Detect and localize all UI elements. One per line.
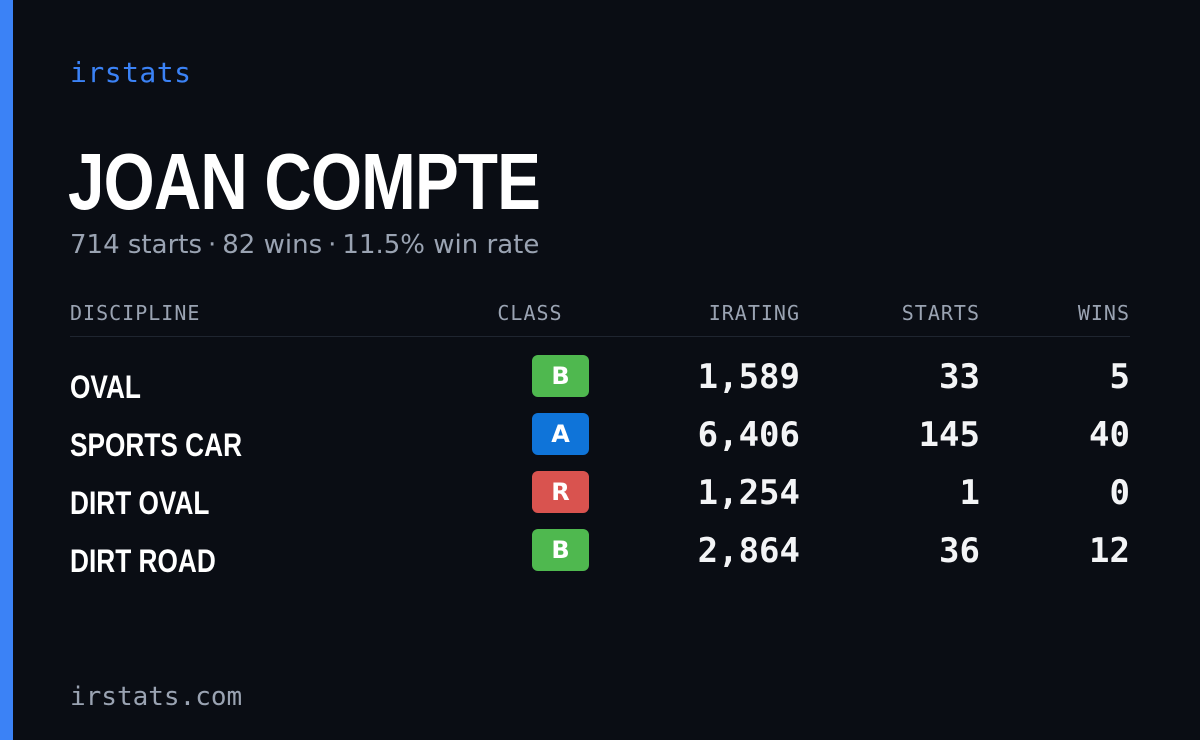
accent-bar <box>0 0 13 740</box>
discipline-name: OVAL <box>70 369 141 405</box>
wins-value: 40 <box>1089 415 1130 455</box>
starts-value: 1 <box>959 473 980 513</box>
table-row: DIRT OVAL R 1,254 1 0 <box>70 469 1130 527</box>
irating-value: 2,864 <box>697 531 800 571</box>
summary-separator: · <box>208 230 217 260</box>
discipline-name: SPORTS CAR <box>70 427 243 463</box>
table-row: OVAL B 1,589 33 5 <box>70 353 1130 411</box>
irating-value: 1,589 <box>697 357 800 397</box>
summary-wins: 82 wins <box>222 230 323 260</box>
summary-win-rate: 11.5% win rate <box>342 230 540 260</box>
table-row: SPORTS CAR A 6,406 145 40 <box>70 411 1130 469</box>
discipline-name: DIRT OVAL <box>70 485 210 521</box>
starts-value: 36 <box>939 531 980 571</box>
starts-value: 145 <box>918 415 980 455</box>
irating-value: 6,406 <box>697 415 800 455</box>
summary-starts: 714 starts <box>70 230 202 260</box>
class-badge: B <box>532 529 589 571</box>
class-badge: A <box>532 413 589 455</box>
driver-name: JOAN COMPTE <box>68 137 541 226</box>
wins-value: 0 <box>1109 473 1130 513</box>
header-discipline: DISCIPLINE <box>70 301 201 325</box>
discipline-table: DISCIPLINE CLASS IRATING STARTS WINS OVA… <box>70 296 1130 585</box>
discipline-name: DIRT ROAD <box>70 543 216 579</box>
class-badge: R <box>532 471 589 513</box>
footer-url: irstats.com <box>70 682 243 712</box>
class-badge: B <box>532 355 589 397</box>
starts-value: 33 <box>939 357 980 397</box>
table-row: DIRT ROAD B 2,864 36 12 <box>70 527 1130 585</box>
driver-summary: 714 starts · 82 wins · 11.5% win rate <box>70 228 539 262</box>
header-starts: STARTS <box>901 301 980 325</box>
table-header: DISCIPLINE CLASS IRATING STARTS WINS <box>70 296 1130 337</box>
wins-value: 12 <box>1089 531 1130 571</box>
header-irating: IRATING <box>708 301 800 325</box>
table-body: OVAL B 1,589 33 5 SPORTS CAR A 6,406 145… <box>70 337 1130 585</box>
irating-value: 1,254 <box>697 473 800 513</box>
wins-value: 5 <box>1109 357 1130 397</box>
header-wins: WINS <box>1077 301 1130 325</box>
summary-separator: · <box>328 230 337 260</box>
brand-logo: irstats <box>70 56 192 89</box>
header-class: CLASS <box>497 301 563 325</box>
